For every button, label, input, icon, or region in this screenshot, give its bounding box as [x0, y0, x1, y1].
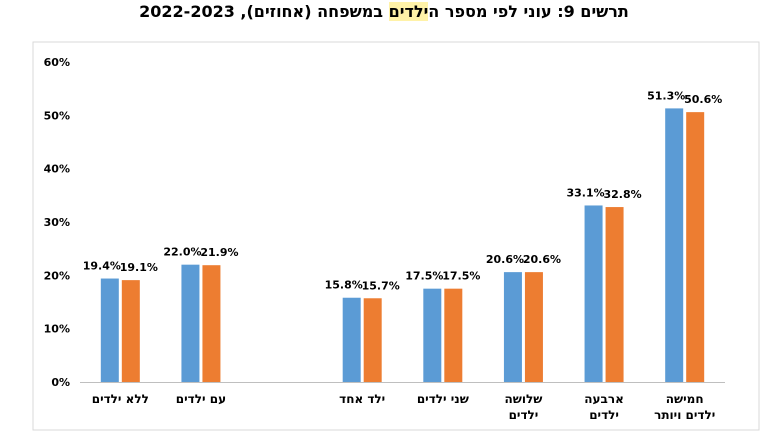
bar	[202, 265, 221, 382]
bar	[605, 207, 624, 382]
title-after: במשפחה (אחוזים), 2022-2023	[139, 2, 389, 21]
y-tick-label: 50%	[44, 109, 70, 122]
bar	[363, 298, 382, 382]
data-label: 20.6%	[486, 253, 524, 266]
bar	[524, 272, 543, 382]
data-label: 22.0%	[163, 246, 201, 259]
bar	[686, 112, 705, 382]
x-tick-label: חמישה	[666, 392, 704, 406]
x-tick-label: שלושה	[505, 392, 543, 406]
bar	[181, 264, 200, 382]
y-tick-label: 10%	[44, 323, 70, 336]
x-tick-label: ארבעה	[584, 392, 624, 406]
bar	[503, 272, 522, 382]
chart-frame	[32, 41, 760, 431]
x-tick-label: ילדים	[589, 408, 619, 422]
y-tick-label: 0%	[51, 376, 70, 389]
bar	[100, 278, 119, 382]
title-before: תרשים 9: עוני לפי מספר ה	[428, 2, 629, 21]
data-label: 19.4%	[83, 260, 121, 273]
x-tick-label: עם ילדים	[176, 392, 226, 406]
data-label: 15.7%	[362, 279, 400, 292]
x-tick-label: שני ילדים	[417, 392, 469, 406]
x-tick-label: ללא ילדים	[92, 392, 149, 406]
data-label: 21.9%	[200, 246, 238, 259]
data-label: 15.8%	[325, 279, 363, 292]
data-label: 19.1%	[120, 261, 158, 274]
bar	[584, 205, 603, 382]
data-label: 20.6%	[523, 253, 561, 266]
x-tick-label: ילד אחד	[339, 392, 385, 406]
y-tick-label: 30%	[44, 216, 70, 229]
y-tick-label: 40%	[44, 163, 70, 176]
data-label: 33.1%	[566, 186, 604, 199]
chart-title: תרשים 9: עוני לפי מספר הילדים במשפחה (אח…	[0, 2, 768, 21]
bar	[121, 280, 140, 382]
y-tick-label: 20%	[44, 269, 70, 282]
x-tick-label: ילדים	[509, 408, 539, 422]
bar	[342, 297, 361, 382]
y-tick-label: 60%	[44, 56, 70, 69]
data-label: 17.5%	[405, 270, 443, 283]
data-label: 17.5%	[442, 270, 480, 283]
bar	[423, 288, 442, 382]
title-highlight: ילדים	[388, 2, 429, 21]
bar	[444, 288, 463, 382]
data-label: 32.8%	[603, 188, 641, 201]
data-label: 50.6%	[684, 93, 722, 106]
data-label: 51.3%	[647, 89, 685, 102]
bar	[665, 108, 684, 383]
x-tick-label: ילדים ויותר	[654, 408, 715, 422]
